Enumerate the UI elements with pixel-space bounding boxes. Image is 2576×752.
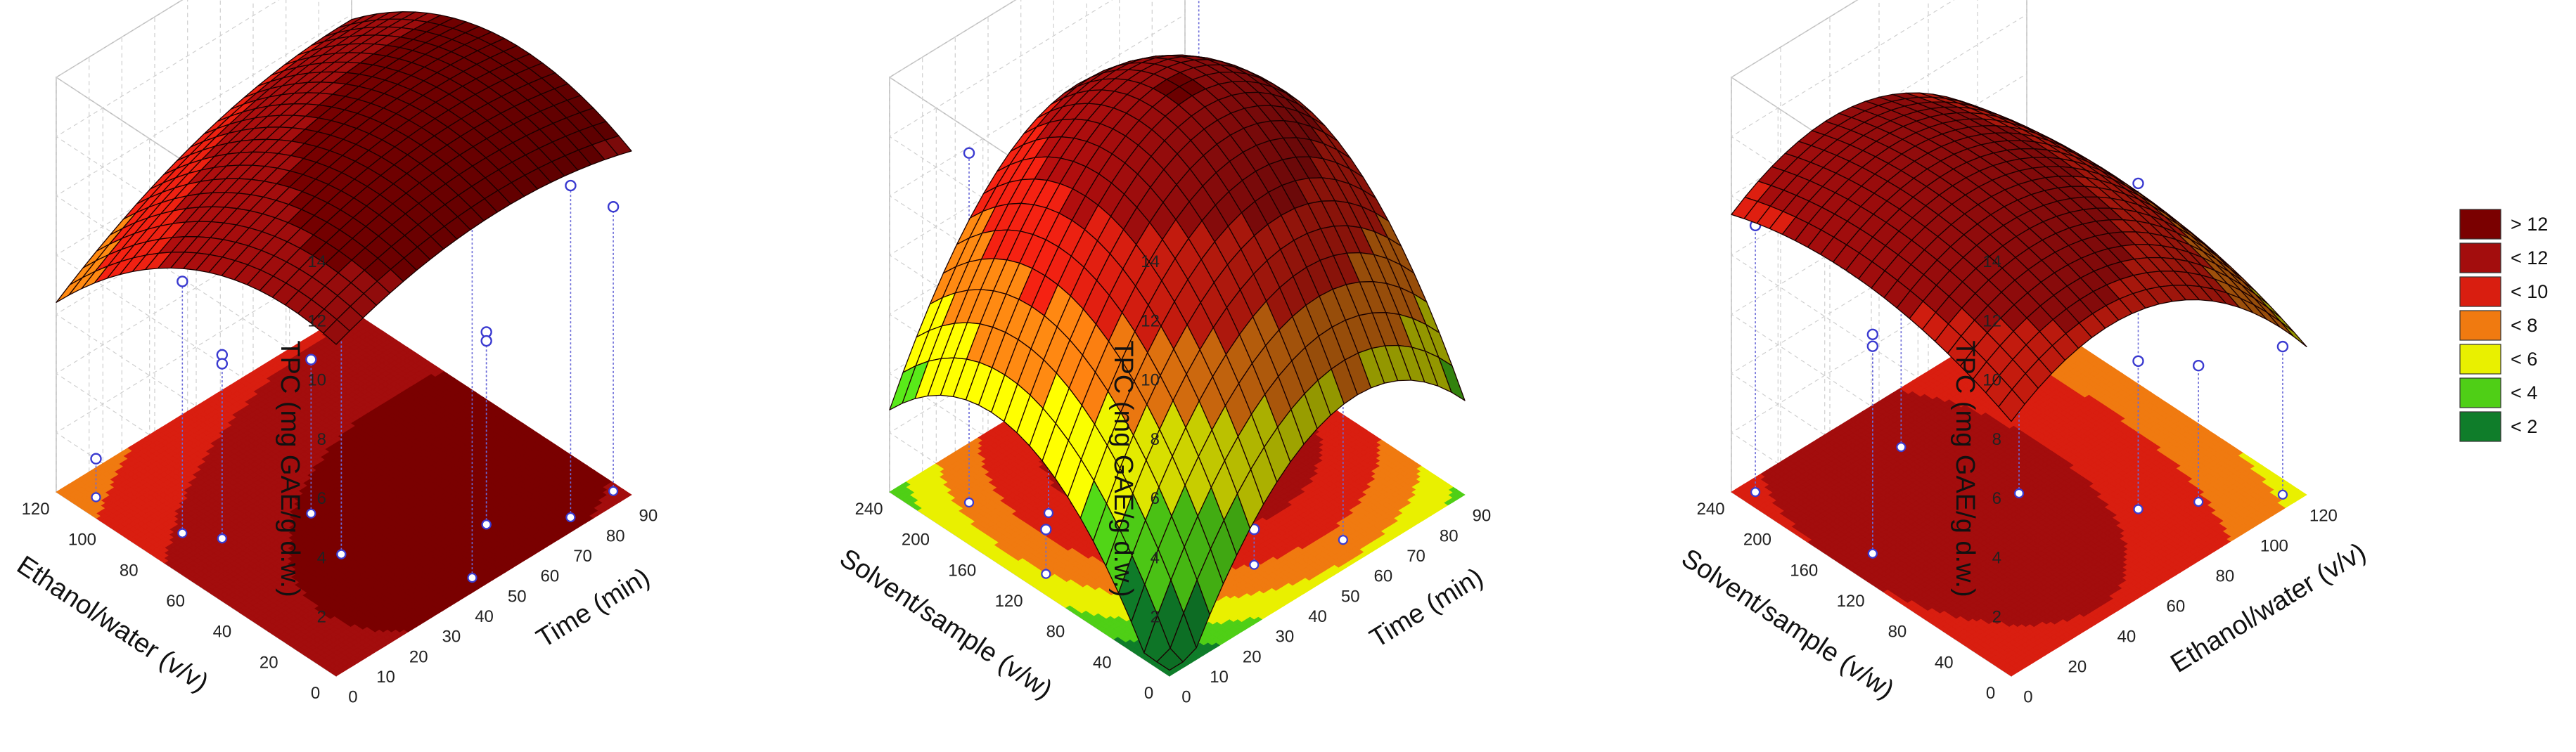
data-point (565, 179, 577, 192)
data-point-floor (467, 572, 478, 583)
data-point (177, 275, 188, 287)
data-point (216, 358, 229, 370)
data-point-floor (177, 528, 188, 538)
data-point (90, 453, 102, 465)
contour-floor (56, 310, 632, 677)
data-point-floor (565, 512, 576, 523)
data-point (305, 354, 317, 365)
surface-plot-time-ethanol: 2468101214010203040506070809002040608010… (11, 0, 658, 707)
data-point-floor (217, 533, 227, 544)
data-point (480, 335, 492, 347)
data-point-floor (306, 508, 316, 519)
data-point-floor (91, 492, 101, 503)
data-point-floor (336, 549, 347, 559)
data-point (607, 201, 620, 213)
data-point-floor (608, 486, 619, 496)
data-point-floor (481, 519, 492, 530)
